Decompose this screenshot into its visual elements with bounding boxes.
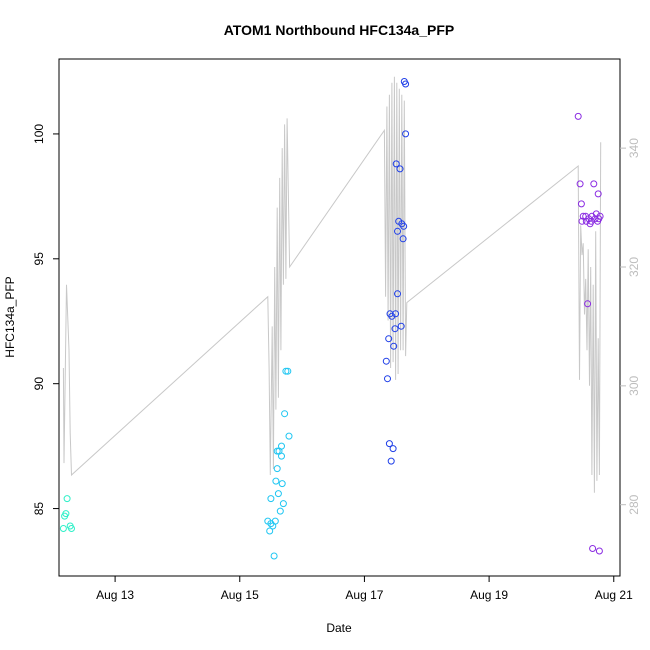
data-point <box>394 290 401 298</box>
data-point <box>577 200 585 208</box>
data-point <box>382 357 390 365</box>
data-point <box>589 545 597 552</box>
data-point <box>402 130 410 138</box>
x-tick-label: Aug 13 <box>96 588 134 602</box>
x-axis-label: Date <box>326 621 352 635</box>
data-point <box>279 500 287 508</box>
secondary-series-line <box>62 76 602 493</box>
data-point <box>63 495 71 503</box>
data-point <box>68 525 75 532</box>
data-point <box>282 367 290 375</box>
data-point <box>385 440 393 448</box>
data-point <box>574 112 582 120</box>
y2-tick-label: 280 <box>627 494 641 514</box>
data-point <box>272 477 280 485</box>
data-point <box>590 180 598 188</box>
y-tick-label: 100 <box>32 124 46 144</box>
data-point <box>278 452 285 460</box>
x-tick-label: Aug 19 <box>470 588 508 602</box>
data-point <box>576 180 584 188</box>
y2-tick-label: 340 <box>627 138 641 158</box>
y-tick-label: 95 <box>32 252 46 266</box>
data-point <box>390 342 398 350</box>
data-point <box>389 445 397 453</box>
y-tick-label: 85 <box>32 502 46 516</box>
chart-title: ATOM1 Northbound HFC134a_PFP <box>224 22 455 38</box>
data-point <box>391 325 399 333</box>
data-point <box>59 525 67 532</box>
y-axis-label: HFC134a_PFP <box>3 276 17 357</box>
data-point <box>285 432 293 440</box>
x-tick-label: Aug 15 <box>221 588 259 602</box>
data-point <box>578 217 586 225</box>
data-point <box>271 517 279 525</box>
x-tick-label: Aug 17 <box>345 588 383 602</box>
data-point <box>281 410 289 418</box>
data-point <box>62 510 70 518</box>
data-point <box>385 335 393 343</box>
axis-layer: Aug 13 Aug 15 Aug 17 Aug 19 Aug 21 85 90 95 100 2… <box>32 124 641 602</box>
data-point <box>266 527 274 535</box>
data-point <box>392 160 400 168</box>
data-point <box>584 300 592 308</box>
data-point <box>274 490 282 498</box>
data-point <box>579 212 587 220</box>
data-point <box>284 367 292 375</box>
data-point <box>394 227 401 235</box>
data-point <box>273 465 281 473</box>
series-layer <box>59 76 604 560</box>
data-point <box>595 547 603 555</box>
data-point <box>392 310 400 318</box>
data-point <box>270 552 278 560</box>
x-tick-label: Aug 21 <box>595 588 633 602</box>
data-point <box>594 190 602 198</box>
y2-tick-label: 300 <box>627 376 641 396</box>
data-point <box>399 235 407 243</box>
plot-frame <box>58 58 621 577</box>
data-point <box>276 507 284 515</box>
data-point <box>384 375 391 383</box>
data-point <box>267 495 275 503</box>
data-point <box>402 80 410 88</box>
data-point <box>596 212 604 220</box>
data-point <box>400 222 408 230</box>
data-point <box>397 322 405 330</box>
y2-tick-label: 320 <box>627 257 641 277</box>
data-point <box>396 165 404 173</box>
y-tick-label: 90 <box>32 377 46 391</box>
data-point <box>278 480 286 488</box>
data-point <box>278 442 285 450</box>
data-point <box>387 457 395 465</box>
